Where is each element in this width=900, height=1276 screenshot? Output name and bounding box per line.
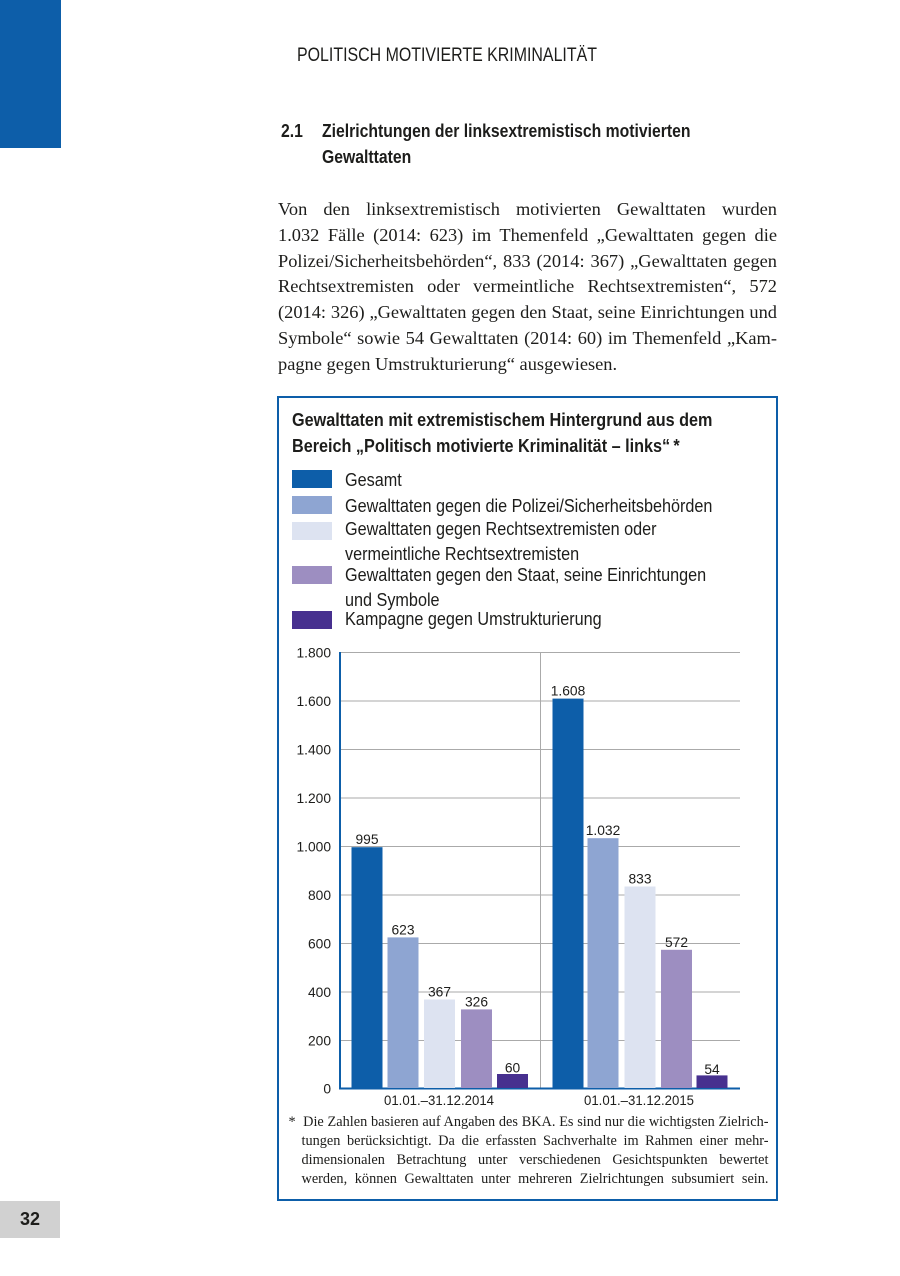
svg-text:600: 600 (308, 937, 331, 952)
svg-text:623: 623 (391, 922, 414, 937)
svg-text:1.400: 1.400 (296, 743, 331, 758)
svg-text:200: 200 (308, 1034, 331, 1049)
svg-text:833: 833 (628, 872, 651, 887)
svg-text:0: 0 (323, 1082, 331, 1097)
svg-text:54: 54 (704, 1062, 720, 1077)
svg-text:1.000: 1.000 (296, 840, 331, 855)
svg-text:1.800: 1.800 (296, 646, 331, 661)
svg-text:1.200: 1.200 (296, 791, 331, 806)
svg-text:572: 572 (665, 935, 688, 950)
svg-text:01.01.–31.12.2015: 01.01.–31.12.2015 (584, 1093, 694, 1108)
svg-text:800: 800 (308, 888, 331, 903)
svg-text:1.032: 1.032 (586, 823, 621, 838)
svg-text:995: 995 (355, 832, 378, 847)
svg-text:1.600: 1.600 (296, 694, 331, 709)
svg-text:60: 60 (505, 1061, 521, 1076)
svg-text:1.608: 1.608 (551, 684, 586, 699)
svg-text:326: 326 (465, 994, 488, 1009)
svg-text:400: 400 (308, 985, 331, 1000)
svg-text:367: 367 (428, 985, 451, 1000)
svg-text:01.01.–31.12.2014: 01.01.–31.12.2014 (384, 1093, 494, 1108)
